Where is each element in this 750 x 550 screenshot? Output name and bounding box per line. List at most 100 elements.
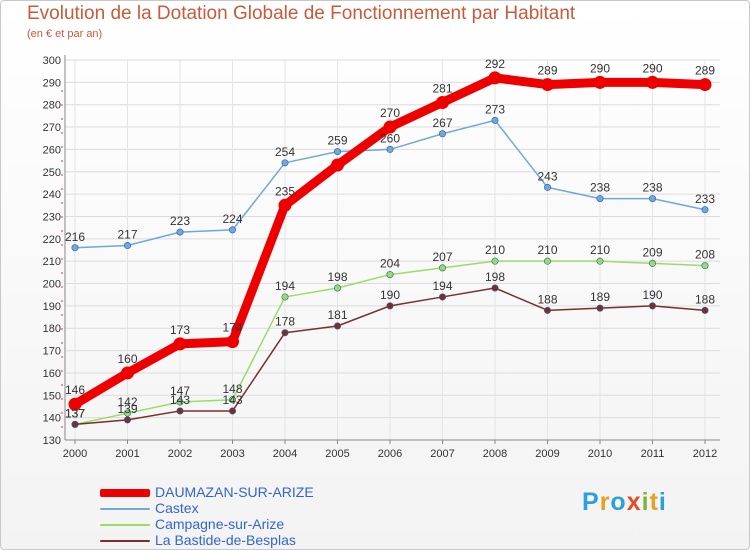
data-point xyxy=(701,206,709,214)
data-label: 224 xyxy=(222,212,242,226)
data-point xyxy=(698,78,712,92)
data-label: 235 xyxy=(275,184,295,198)
data-label: 290 xyxy=(590,61,610,75)
y-tick-label: 220 xyxy=(43,234,61,246)
data-label: 243 xyxy=(537,169,557,183)
data-point xyxy=(71,244,79,252)
data-point xyxy=(229,396,237,404)
data-label: 233 xyxy=(695,192,715,206)
data-label: 190 xyxy=(642,288,662,302)
x-tick-label: 2008 xyxy=(483,448,507,460)
chart-title: Evolution de la Dotation Globale de Fonc… xyxy=(27,3,576,24)
y-tick-label: 180 xyxy=(43,323,61,335)
data-point xyxy=(383,120,397,134)
data-point xyxy=(124,409,132,417)
y-tick-label: 240 xyxy=(43,189,61,201)
data-point xyxy=(281,159,289,167)
data-label: 174 xyxy=(222,321,242,335)
chart-subtitle: (en € et par an) xyxy=(27,28,103,40)
legend-swatch xyxy=(100,524,150,526)
data-label: 148 xyxy=(222,382,242,396)
data-label: 254 xyxy=(275,145,295,159)
logo-letter: r xyxy=(599,488,611,516)
data-point xyxy=(491,284,499,292)
data-point xyxy=(648,259,656,267)
data-label: 273 xyxy=(485,102,505,116)
data-label: 147 xyxy=(170,384,190,398)
data-label: 292 xyxy=(485,57,505,71)
data-label: 188 xyxy=(695,292,715,306)
data-label: 160 xyxy=(117,352,137,366)
legend-swatch xyxy=(100,489,150,497)
data-point xyxy=(176,407,184,415)
x-tick-label: 2000 xyxy=(63,448,87,460)
data-point xyxy=(543,257,551,265)
logo-letter: o xyxy=(610,488,627,516)
legend-swatch xyxy=(100,540,150,542)
data-point xyxy=(438,293,446,301)
data-label: 260 xyxy=(380,131,400,145)
grid xyxy=(65,59,720,440)
data-label: 238 xyxy=(590,181,610,195)
data-labels: 216 217 223 224 254 259 260 267 273 243 238 238 233 1… xyxy=(65,57,715,420)
x-tick-label: 2006 xyxy=(378,448,402,460)
x-tick-label: 2007 xyxy=(430,448,454,460)
data-label: 194 xyxy=(275,279,295,293)
logo-letter: i xyxy=(658,488,667,516)
data-label: 209 xyxy=(642,245,662,259)
data-label: 281 xyxy=(432,81,452,95)
data-point xyxy=(593,75,607,89)
x-tick-label: 2002 xyxy=(168,448,192,460)
data-point xyxy=(436,95,449,109)
x-tick-label: 2004 xyxy=(273,448,297,460)
legend-label: Campagne-sur-Arize xyxy=(155,516,285,532)
data-label: 178 xyxy=(275,315,295,329)
data-point xyxy=(331,158,344,172)
data-label: 143 xyxy=(170,393,190,407)
data-point xyxy=(646,75,659,89)
data-point xyxy=(386,145,394,153)
x-tick-label: 2001 xyxy=(115,448,139,460)
data-point xyxy=(543,306,551,314)
data-label: 173 xyxy=(170,323,190,337)
x-tick-label: 2003 xyxy=(220,448,244,460)
series-layer xyxy=(68,71,712,428)
data-label: 137 xyxy=(65,406,85,420)
y-tick-label: 250 xyxy=(43,167,61,179)
y-tick-label: 270 xyxy=(43,122,61,134)
legend-label: DAUMAZAN-SUR-ARIZE xyxy=(155,484,314,500)
y-tick-label: 200 xyxy=(43,279,61,291)
proxiti-logo: Proxiti xyxy=(582,488,667,517)
x-tick-label: 2010 xyxy=(588,448,612,460)
data-point xyxy=(488,71,502,85)
data-label: 208 xyxy=(695,248,715,262)
data-point xyxy=(68,397,82,411)
data-point xyxy=(543,183,551,191)
data-label: 270 xyxy=(380,106,400,120)
data-label: 188 xyxy=(537,292,557,306)
data-point xyxy=(596,257,604,265)
data-point xyxy=(648,302,656,310)
data-label: 289 xyxy=(537,64,557,78)
data-point xyxy=(176,398,184,406)
y-tick-label: 190 xyxy=(43,301,61,313)
data-label: 259 xyxy=(327,134,347,148)
data-point xyxy=(596,195,604,203)
data-point xyxy=(333,322,341,330)
x-tick-label: 2011 xyxy=(641,448,665,460)
x-tick-label: 2009 xyxy=(535,448,559,460)
y-tick-label: 290 xyxy=(43,77,61,89)
data-point xyxy=(438,264,446,272)
y-tick-label: 280 xyxy=(43,100,61,112)
x-tick-label: 2012 xyxy=(693,448,717,460)
data-point xyxy=(333,284,341,292)
logo-letter: x xyxy=(626,488,642,516)
data-point xyxy=(226,335,239,349)
logo-letter: P xyxy=(582,488,600,516)
data-label: 189 xyxy=(590,290,610,304)
data-label: 143 xyxy=(222,393,242,407)
data-label: 223 xyxy=(170,214,190,228)
y-tick-label: 160 xyxy=(43,368,61,380)
line-chart: 130 140 150 160 170 180 190 200 210 220 230 240 250 2… xyxy=(43,55,720,460)
